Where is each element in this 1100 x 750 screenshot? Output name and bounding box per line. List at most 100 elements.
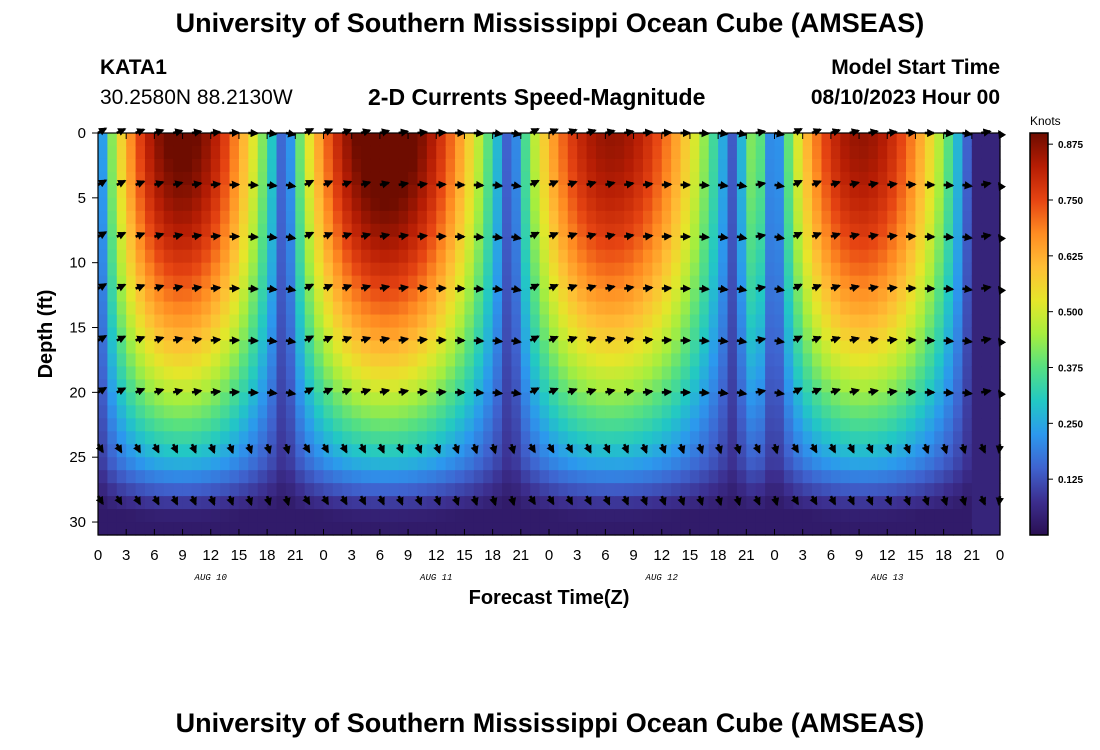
current-arrow [586,232,597,241]
current-arrow [97,179,108,188]
heatmap-cell [953,236,964,251]
heatmap-cell [727,392,738,406]
heatmap-cell [257,509,268,523]
heatmap-cell [154,496,165,510]
heatmap-cell [116,197,127,212]
heatmap-cell [990,223,1001,238]
heatmap-cell [398,496,409,510]
heatmap-cell [567,418,578,432]
heatmap-cell [586,509,597,523]
heatmap-cell [661,496,672,510]
heatmap-cell [558,483,569,497]
heatmap-cell [323,522,334,536]
heatmap-cell [295,340,306,355]
heatmap-cell [971,418,982,432]
heatmap-cell [661,509,672,523]
heatmap-cell [765,470,776,484]
current-arrow [902,495,911,507]
heatmap-cell [736,327,747,342]
heatmap-cell [990,288,1001,303]
heatmap-cell [502,483,513,497]
heatmap-cell [755,353,766,368]
heatmap-cell [962,496,973,510]
heatmap-cell [445,314,456,329]
heatmap-cell [915,522,926,536]
heatmap-cell [577,392,588,406]
current-arrow [548,283,559,292]
heatmap-cell [765,184,776,199]
heatmap-cell [962,405,973,419]
heatmap-cell [539,145,550,160]
heatmap-cell [511,158,522,173]
heatmap-cell [520,431,531,445]
heatmap-cell [464,171,475,186]
heatmap-cell [229,431,240,445]
heatmap-cell [840,275,851,290]
heatmap-cell [370,353,381,368]
heatmap-cell [953,470,964,484]
heatmap-cell [661,158,672,173]
current-arrow [623,387,635,397]
heatmap-cell [614,392,625,406]
colorbar [1029,132,1049,536]
heatmap-cell [990,197,1001,212]
heatmap-cell [173,353,184,368]
heatmap-cell [577,171,588,186]
heatmap-cell [220,353,231,368]
heatmap-cell [351,327,362,342]
station-id: KATA1 [100,56,167,79]
heatmap-cell [426,133,437,147]
heatmap-cell [821,301,832,316]
heatmap-cell [304,262,315,277]
heatmap-cell [210,197,221,212]
current-arrow [322,387,334,396]
heatmap-cell [802,522,813,536]
heatmap-cell [990,275,1001,290]
current-arrow [830,387,841,396]
heatmap-cell [332,133,343,147]
heatmap-cell [755,262,766,277]
heatmap-cell [220,509,231,523]
heatmap-cell [248,223,259,238]
heatmap-cell [285,288,296,303]
heatmap-cell [943,133,954,147]
heatmap-cell [520,496,531,510]
heatmap-cell [962,392,973,406]
heatmap-cell [549,509,559,523]
heatmap-cell [520,301,531,316]
heatmap-cell [736,275,747,290]
heatmap-cell [934,236,945,251]
heatmap-cell [107,483,118,497]
heatmap-cell [953,210,964,225]
heatmap-cell [539,133,550,147]
heatmap-cell [981,522,992,536]
heatmap-cell [971,392,982,406]
heatmap-cell [605,145,616,160]
heatmap-cell [830,327,841,342]
heatmap-cell [736,470,747,484]
heatmap-cell [314,522,325,536]
heatmap-cell [680,171,691,186]
heatmap-cell [849,301,860,316]
heatmap-cell [370,275,381,290]
heatmap-cell [849,366,860,380]
heatmap-cell [389,223,400,238]
heatmap-cell [577,158,588,173]
heatmap-cell [727,522,738,536]
heatmap-cell [257,236,268,251]
heatmap-cell [887,301,898,316]
heatmap-cell [830,249,841,264]
heatmap-cell [859,145,870,160]
heatmap-cell [473,223,484,238]
y-axis-label: Depth (ft) [35,290,57,379]
heatmap-cell [220,444,231,458]
heatmap-cell [351,340,362,355]
current-arrow [623,284,635,293]
heatmap-cell [455,418,466,432]
heatmap-cell [229,392,240,406]
heatmap-cell [633,184,644,199]
heatmap-cell [549,197,559,212]
heatmap-cell [511,522,522,536]
heatmap-cell [699,314,710,329]
heatmap-cell [417,405,428,419]
